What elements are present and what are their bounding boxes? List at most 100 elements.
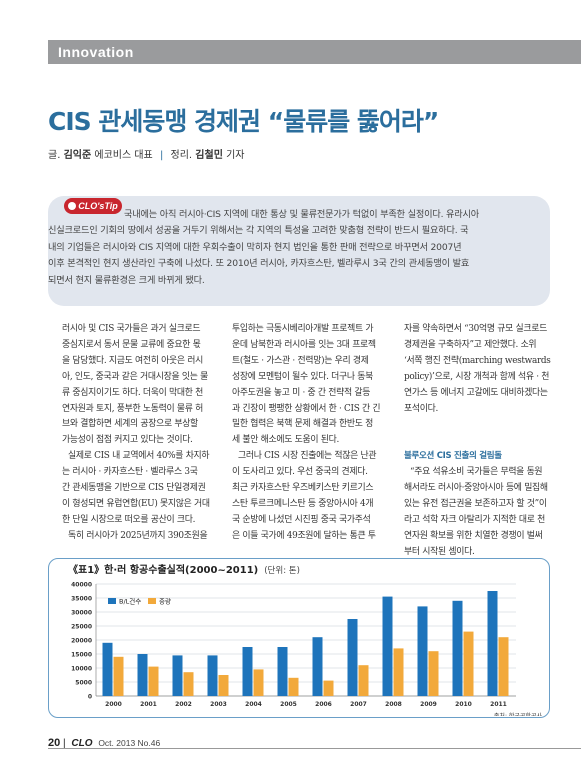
page-footer: 20 | CLO Oct. 2013 No.46 (48, 737, 160, 749)
article-subhead: 불루오션 CIS 진출의 걸림돌 (404, 451, 502, 462)
text-line: 을 담당했다. 지금도 여전히 아웃은 러시 (62, 355, 203, 366)
bar-weight (288, 677, 299, 696)
x-tick-label: 2004 (245, 701, 262, 708)
chart-unit: (단위: 톤) (264, 566, 300, 576)
text-line: 그러나 CIS 시장 진출에는 적잖은 난관 (238, 451, 377, 462)
y-tick-label: 15000 (71, 652, 92, 659)
editor-name: 김철민 (195, 150, 223, 161)
tip-box (48, 196, 550, 306)
text-line: 연자원 확보를 위한 치열한 경쟁이 벌써 (404, 530, 543, 541)
y-tick-label: 35000 (71, 596, 92, 603)
bar-chart: 0 5000 10000 15000 20000 25000 30000 35000 40000… (71, 582, 543, 717)
text-line: 부터 시작된 셈이다. (404, 546, 475, 557)
text-line: 과 긴장이 팽팽한 상황에서 한 · CIS 간 긴 (232, 403, 381, 414)
legend-swatch (148, 598, 156, 604)
chart-title: 《표1》한·러 항공수출실적(2000~2011) (단위: 톤) (68, 565, 300, 576)
bar-bl-count (312, 637, 323, 696)
text-line: 이 도사리고 있다. 우선 중국의 견제다. (232, 467, 368, 478)
text-line: 투입하는 극동시베리아개발 프로젝트 가 (232, 324, 374, 334)
text-line: 밀한 협력은 북핵 문제 해결과 한반도 정 (232, 419, 373, 430)
tip-line: 국내에는 아직 러시아·CIS 지역에 대한 통상 및 물류전문가가 턱없이 부… (124, 209, 480, 220)
text-line: 해서라도 러시아·중앙아시아 등에 밀집해 (404, 483, 548, 494)
text-line: 스탄 투르크메니스탄 등 중앙아시아 4개 (232, 498, 374, 509)
legend-swatch (108, 598, 116, 604)
text-line: 브와 결합하면 세계의 공장으로 부상할 (62, 419, 198, 430)
issue-date: Oct. 2013 No.46 (98, 738, 161, 748)
magazine-logo: CLO (71, 738, 93, 749)
text-line: 는 러시아 · 카자흐스탄 · 벨라루스 3국 (62, 467, 198, 478)
tip-badge: CLO'sTip (64, 198, 122, 214)
bar-weight (428, 651, 439, 696)
tip-line: 신실크로드인 기회의 땅에서 성공을 거두기 위해서는 각 지역의 특성을 고려… (48, 225, 469, 237)
bar-bl-count (347, 619, 358, 696)
bar-weight (218, 675, 229, 696)
heart-icon (68, 202, 77, 210)
text-line: 최근 카자흐스탄 우즈베키스탄 키르기스 (232, 483, 374, 494)
tip-line: 내의 기업들은 러시아와 CIS 지역에 대한 우회수출이 막히자 현지 법인을… (48, 241, 462, 253)
bar-bl-count (207, 655, 218, 696)
text-line: 성장에 모멘텀이 될수 있다. 더구나 동북 (232, 371, 373, 382)
chart-source: 출처: 한국공항공사 (494, 712, 543, 716)
article-column-3: 자를 약속하면서 “30억명 규모 실크로드 경제권을 구축하자”고 제안했다.… (404, 322, 561, 561)
byline-separator: | (159, 150, 164, 161)
text-line: 세 불안 해소에도 도움이 된다. (232, 435, 339, 446)
y-tick-label: 25000 (71, 624, 92, 631)
footer-divider (48, 748, 581, 749)
x-tick-label: 2003 (210, 701, 227, 708)
text-line: 경제권을 구축하자”고 제안했다. 소위 (404, 339, 537, 350)
text-line: 중심지로서 동서 문물 교류에 중요한 몫 (62, 339, 201, 350)
bar-bl-count (242, 647, 253, 696)
legend-label: B/L건수 (119, 597, 141, 606)
text-line: 이 형성되면 유럽연합(EU) 못지않은 거대 (62, 498, 210, 509)
x-tick-label: 2007 (350, 701, 367, 708)
author-name: 김익준 (63, 150, 92, 161)
article-column-2: 투입하는 극동시베리아개발 프로젝트 가 운데 남북한과 러시아를 잇는 3대 … (232, 322, 389, 545)
y-tick-label: 20000 (71, 638, 92, 645)
y-tick-label: 10000 (71, 666, 92, 673)
tip-text: 국내에는 아직 러시아·CIS 지역에 대한 통상 및 물류전문가가 턱없이 부… (48, 207, 544, 289)
bar-weight (358, 665, 369, 696)
legend-label: 중량 (159, 598, 171, 606)
text-line: 자를 약속하면서 “30억명 규모 실크로드 (404, 324, 547, 334)
bar-bl-count (487, 591, 498, 696)
text-line: 한 단일 시장으로 떠오를 공산이 크다. (62, 514, 196, 525)
article-column-1: 러시아 및 CIS 국가들은 과거 실크로드 중심지로서 동서 문물 교류에 중… (62, 322, 219, 545)
y-tick-label: 5000 (75, 680, 92, 687)
page-title: CIS 관세동맹 경제권 “물류를 뚫어라” (48, 107, 439, 136)
y-tick-label: 0 (88, 694, 92, 701)
x-tick-label: 2000 (105, 701, 122, 708)
section-label: Innovation (48, 40, 581, 64)
text-line: 운데 남북한과 러시아를 잇는 3대 프로젝 (232, 339, 376, 350)
bar-weight (393, 648, 404, 696)
bar-bl-count (382, 596, 393, 696)
text-line: ‘서쪽 행진 전략(marching westwards (404, 355, 551, 366)
x-tick-label: 2001 (140, 701, 157, 708)
bar-weight (148, 666, 159, 696)
text-line: 가능성이 점점 커지고 있다는 것이다. (62, 435, 193, 446)
y-tick-label: 30000 (71, 610, 92, 617)
bar-bl-count (102, 642, 113, 696)
text-line: 은 이들 국가에 49조원에 달하는 통큰 투 (232, 530, 376, 541)
x-tick-label: 2006 (315, 701, 332, 708)
byline-prefix: 글. (48, 150, 61, 161)
text-line: 라고 석학 자크 아탈리가 지적한 대로 천 (404, 514, 545, 525)
text-line: 포석이다. (404, 403, 438, 414)
text-line: 아주도권을 놓고 미 · 중 간 전략적 갈등 (232, 387, 371, 398)
bar-bl-count (417, 606, 428, 696)
text-line: 있는 유전 접근권을 보존하고자 할 것”이 (404, 498, 547, 509)
text-line: 트(철도 · 가스관 · 전력망)는 우리 경제 (232, 355, 369, 366)
text-line: 아, 인도, 중국과 같은 거대시장을 잇는 물 (62, 371, 209, 382)
text-line: 연가스 등 에너지 고갈에도 대비하겠다는 (404, 387, 548, 398)
text-line: 실제로 CIS 내 교역에서 40%를 차지하 (68, 451, 210, 462)
text-line: 러시아 및 CIS 국가들은 과거 실크로드 (62, 324, 201, 334)
x-tick-label: 2009 (420, 701, 437, 708)
bar-weight (323, 680, 334, 696)
x-tick-label: 2008 (385, 701, 402, 708)
x-tick-label: 2011 (490, 701, 507, 708)
text-line: policy)’으로, 시장 개척과 함께 석유 · 천 (404, 371, 550, 382)
bar-bl-count (137, 654, 148, 696)
y-tick-label: 40000 (71, 582, 92, 589)
bar-weight (183, 672, 194, 696)
bar-weight (498, 637, 509, 696)
author-role: 에코비스 대표 (94, 150, 153, 161)
